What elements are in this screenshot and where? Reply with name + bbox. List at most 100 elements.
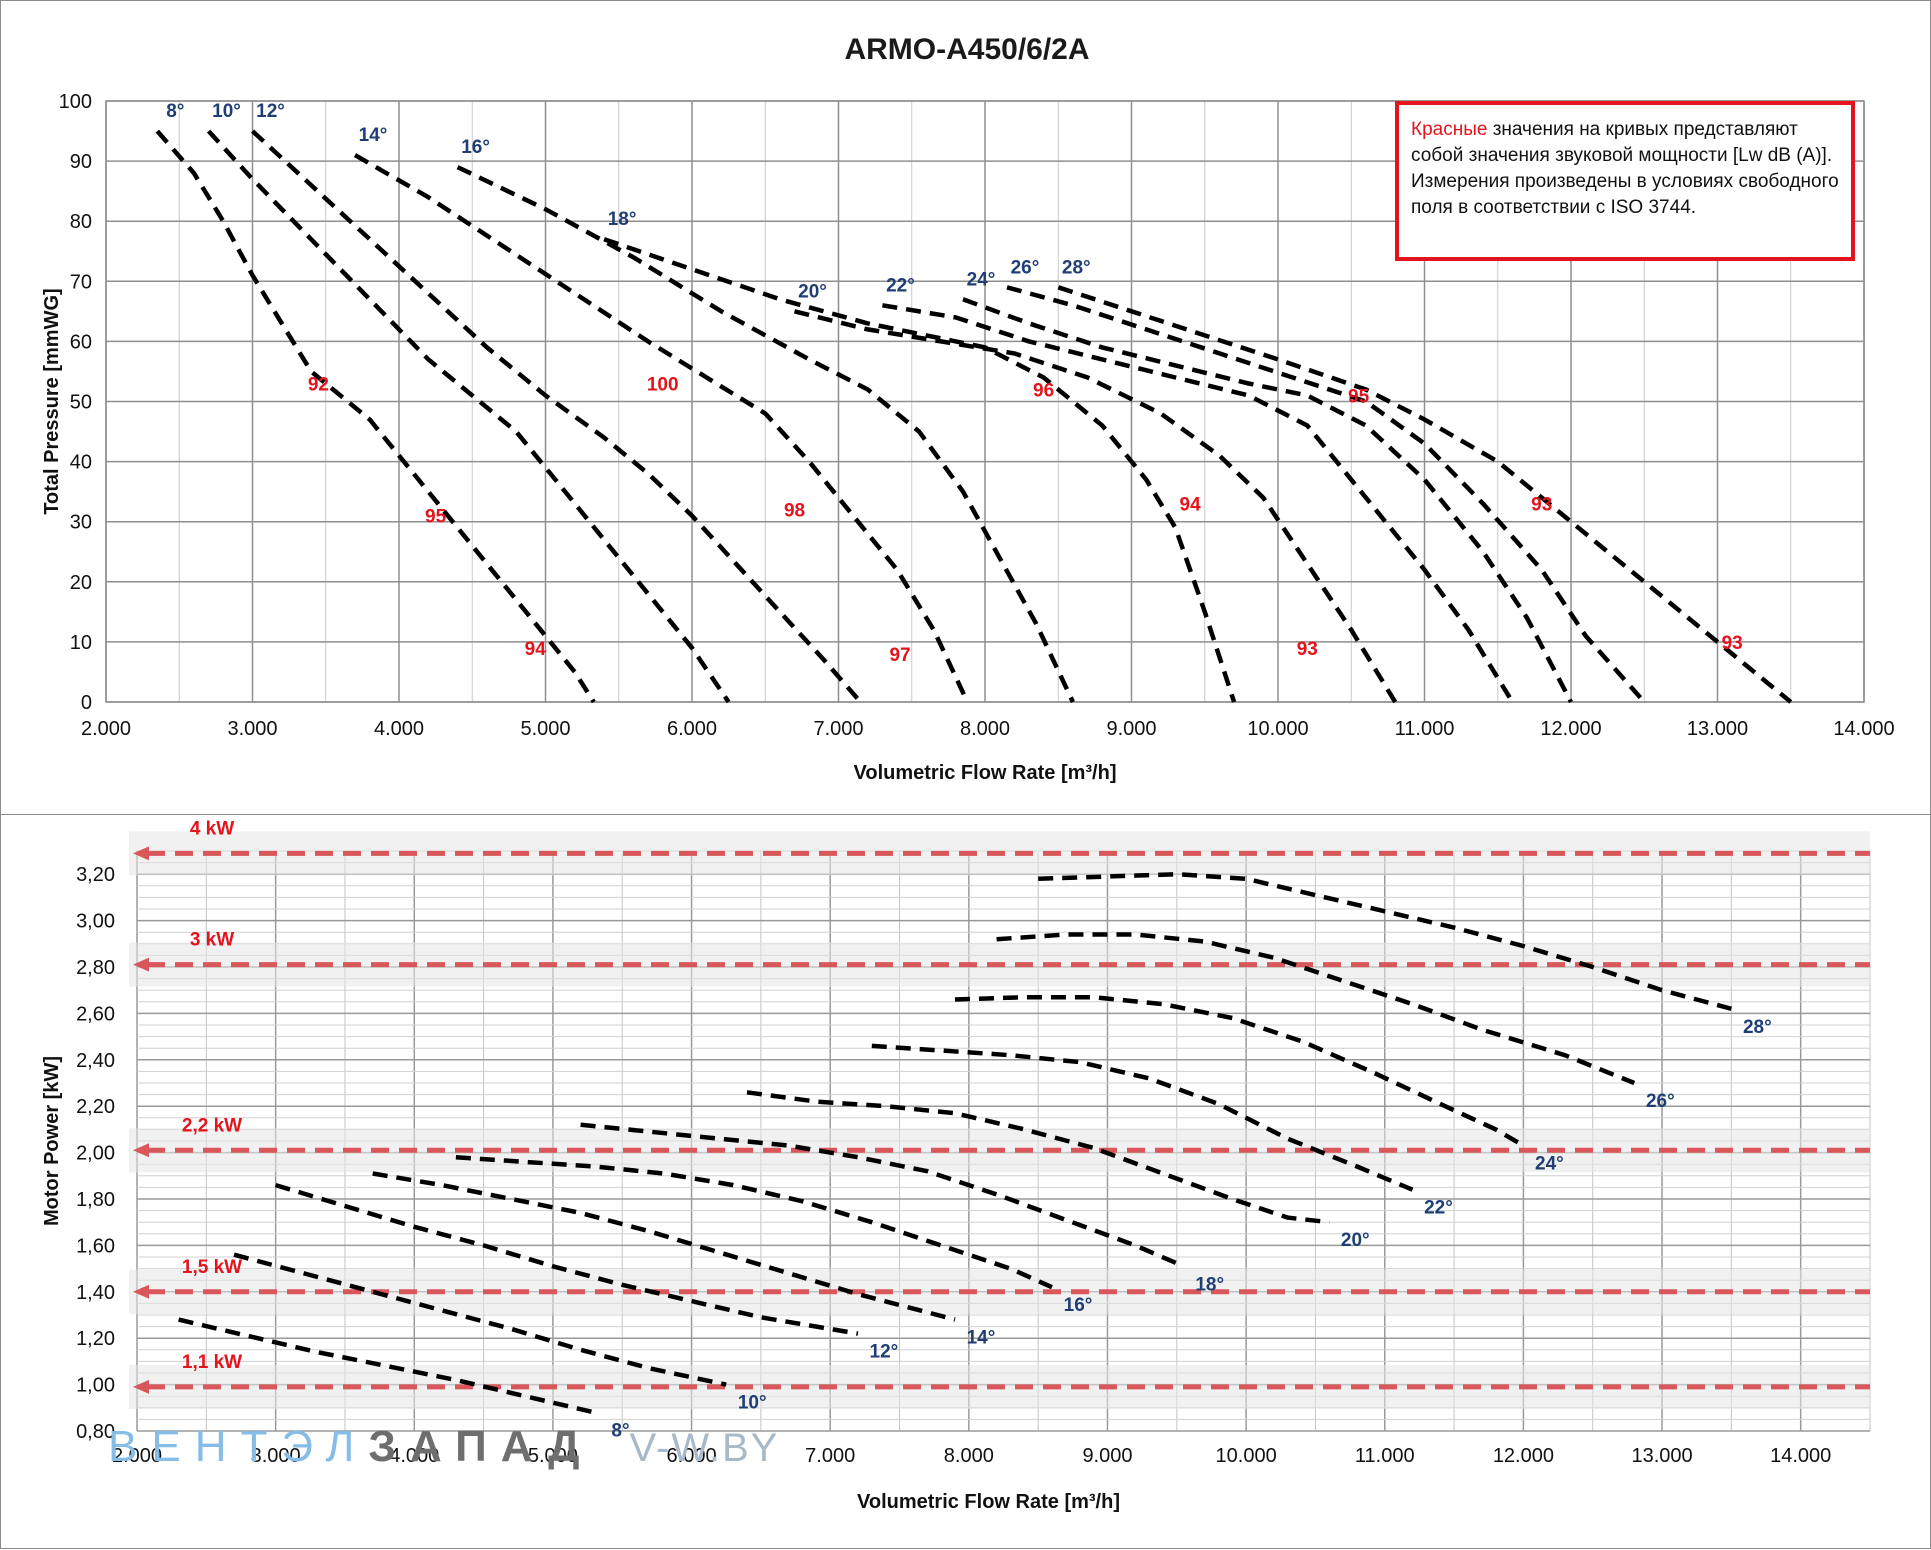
curve-14deg <box>353 153 970 703</box>
sound-power-label: 95 <box>425 507 447 528</box>
motor-rating-arrow <box>133 957 149 972</box>
power-chart-panel: 0,80 1,00 1,20 1,40 1,60 1,80 2,00 2,20 2,40 2,60… <box>0 814 1931 1549</box>
curve-10deg <box>206 129 731 704</box>
x-tick-label: 5.000 <box>528 1445 578 1467</box>
pressure-chart-panel: ARMO-A450/6/2A 2.000 3.000 4.000 5.000 6.000 7… <box>0 0 1931 815</box>
x-tick-label: 6.000 <box>667 718 717 740</box>
curve-12deg <box>250 129 863 704</box>
power-curve-12deg <box>274 1182 859 1336</box>
curve-16deg <box>456 165 1075 703</box>
blade-angle-label: 28° <box>1743 1017 1772 1038</box>
y-tick-label: 1,40 <box>76 1282 115 1304</box>
x-tick-label: 11.000 <box>1395 718 1455 740</box>
y-tick-label: 2,40 <box>76 1050 115 1072</box>
y-tick-label: 1,80 <box>76 1189 115 1211</box>
x-axis-title: Volumetric Flow Rate [m³/h] <box>857 1491 1120 1513</box>
y-axis-title: Total Pressure [mmWG] <box>41 288 63 514</box>
y-tick-label: 60 <box>70 331 92 353</box>
y-tick-label: 40 <box>70 452 92 474</box>
blade-angle-label: 12° <box>256 101 285 122</box>
motor-rating-label: 3 kW <box>190 930 234 951</box>
curve-22deg <box>882 303 1515 704</box>
x-tick-label: 7.000 <box>813 718 863 740</box>
sound-power-label: 98 <box>784 501 805 522</box>
x-tick-label: 14.000 <box>1833 718 1894 740</box>
blade-angle-label: 22° <box>886 275 915 296</box>
x-tick-label: 4.000 <box>374 718 424 740</box>
pressure-chart: ARMO-A450/6/2A 2.000 3.000 4.000 5.000 6.000 7… <box>41 33 1895 784</box>
sound-power-label: 96 <box>1033 380 1054 401</box>
y-tick-label: 50 <box>70 392 92 414</box>
y-tick-label: 2,20 <box>76 1096 115 1118</box>
blade-angle-label: 18° <box>608 209 637 230</box>
blade-angle-label: 24° <box>1535 1154 1564 1175</box>
y-tick-label: 3,00 <box>76 911 115 933</box>
sound-power-label: 95 <box>1348 386 1370 407</box>
power-curve-16deg <box>455 1154 1053 1290</box>
y-tick-label: 10 <box>70 632 92 654</box>
sound-power-label: 97 <box>889 645 910 666</box>
motor-rating-arrow <box>133 1143 149 1158</box>
y-tick-label: 0 <box>81 692 92 714</box>
x-tick-label: 4.000 <box>389 1445 439 1467</box>
sound-power-label: 100 <box>647 374 679 395</box>
curve-28deg <box>1057 285 1793 704</box>
sound-note-box: Красные значения на кривых представ­ляют… <box>1395 101 1855 261</box>
blade-angle-label: 16° <box>461 137 490 158</box>
note-red-word: Красные <box>1411 119 1488 140</box>
blade-angle-label: 16° <box>1064 1295 1093 1316</box>
x-tick-label: 13.000 <box>1631 1445 1692 1467</box>
watermark-part-3: V-W.BY <box>629 1426 780 1470</box>
blade-angle-label: 22° <box>1424 1198 1453 1219</box>
chart-title: ARMO-A450/6/2A <box>844 33 1089 66</box>
blade-angle-label: 24° <box>967 269 996 290</box>
x-tick-label: 5.000 <box>520 718 570 740</box>
power-curve-22deg <box>871 1043 1414 1192</box>
blade-angle-label: 26° <box>1646 1091 1675 1112</box>
curve-18deg <box>603 237 1237 703</box>
y-tick-label: 0,80 <box>76 1421 115 1443</box>
power-curve-10deg <box>233 1252 727 1387</box>
x-tick-label: 12.000 <box>1493 1445 1554 1467</box>
x-tick-label: 14.000 <box>1770 1445 1831 1467</box>
power-curve-24deg <box>954 994 1525 1148</box>
sound-power-label: 94 <box>525 639 547 660</box>
blade-angle-label: 26° <box>1011 257 1040 278</box>
blade-angle-label: 18° <box>1195 1274 1224 1295</box>
y-tick-label: 2,60 <box>76 1003 115 1025</box>
watermark-part-1: ВЕНТЭЛ <box>108 1422 369 1471</box>
blade-angle-label: 10° <box>738 1393 767 1414</box>
y-tick-label: 2,00 <box>76 1143 115 1165</box>
sound-power-label: 93 <box>1531 495 1552 516</box>
x-tick-label: 8.000 <box>944 1445 994 1467</box>
motor-rating-label: 1,1 kW <box>182 1352 242 1373</box>
x-tick-label: 2.000 <box>112 1445 162 1467</box>
blade-angle-label: 12° <box>870 1342 899 1363</box>
x-tick-label: 3.000 <box>251 1445 301 1467</box>
blade-angle-label: 20° <box>798 281 827 302</box>
x-tick-label: 9.000 <box>1082 1445 1132 1467</box>
sound-power-label: 94 <box>1180 495 1202 516</box>
y-tick-label: 30 <box>70 512 92 534</box>
blade-angle-label: 8° <box>166 101 184 122</box>
blade-angle-label: 10° <box>212 101 241 122</box>
plot-area-border <box>105 100 1865 703</box>
y-tick-label: 1,60 <box>76 1235 115 1257</box>
motor-rating-arrow <box>133 1379 149 1394</box>
y-tick-label: 1,00 <box>76 1375 115 1397</box>
watermark-part-2: ЗАПАД <box>368 1422 594 1471</box>
x-tick-label: 8.000 <box>960 718 1010 740</box>
curve-20deg <box>793 309 1398 704</box>
y-tick-label: 2,80 <box>76 957 115 979</box>
motor-rating-arrow <box>133 1284 149 1299</box>
motor-rating-arrow <box>133 846 149 861</box>
x-tick-label: 6.000 <box>667 1445 717 1467</box>
power-curve-20deg <box>746 1090 1330 1225</box>
blade-angle-label: 14° <box>359 125 388 146</box>
curve-8deg <box>155 129 596 704</box>
x-tick-label: 9.000 <box>1106 718 1156 740</box>
y-axis-title: Motor Power [kW] <box>41 1056 63 1226</box>
y-tick-label: 3,20 <box>76 864 115 886</box>
blade-angle-label: 14° <box>967 1328 996 1349</box>
x-tick-label: 7.000 <box>805 1445 855 1467</box>
